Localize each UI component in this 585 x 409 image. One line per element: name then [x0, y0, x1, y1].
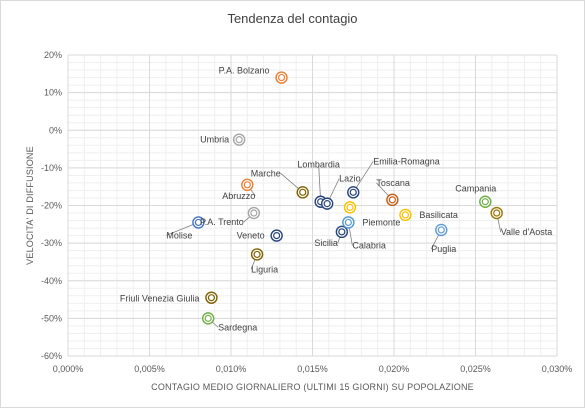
- point-label: Sardegna: [218, 322, 257, 332]
- y-tick-label: -20%: [41, 201, 62, 211]
- point-inner-ring: [277, 73, 286, 82]
- point-label: Campania: [455, 184, 496, 194]
- x-axis-title: CONTAGIO MEDIO GIORNALIERO (ULTIMI 15 GI…: [151, 382, 474, 392]
- point-label: Molise: [166, 230, 192, 240]
- point-inner-ring: [437, 226, 445, 234]
- data-point: [399, 208, 412, 222]
- point-label: Toscana: [376, 178, 410, 188]
- point-label: Calabria: [352, 240, 386, 250]
- data-point: [232, 133, 246, 146]
- point-label: Liguria: [251, 264, 278, 274]
- point-label: Piemonte: [362, 217, 400, 227]
- point-inner-ring: [388, 196, 396, 204]
- data-point: [241, 178, 254, 192]
- y-tick-label: 10%: [44, 88, 62, 98]
- data-point: [490, 206, 503, 220]
- point-inner-ring: [346, 203, 354, 211]
- y-tick-label: -40%: [41, 276, 62, 286]
- data-point: [342, 216, 355, 229]
- point-inner-ring: [204, 314, 212, 322]
- point-inner-ring: [207, 294, 216, 302]
- x-tick-label: 0,015%: [297, 364, 328, 374]
- point-label: Umbria: [200, 135, 229, 145]
- y-tick-label: -60%: [41, 351, 62, 361]
- data-point: [347, 186, 360, 199]
- data-point: [270, 229, 283, 242]
- y-tick-labels: 20% 10% 0% -10% -20% -30% -40% -50% -60%: [41, 50, 62, 361]
- major-gridlines: [67, 54, 558, 357]
- data-point: [296, 186, 309, 199]
- data-point: [386, 193, 399, 207]
- point-inner-ring: [273, 232, 281, 240]
- y-tick-label: 0%: [49, 125, 62, 135]
- point-label: Sicilia: [314, 238, 338, 248]
- point-inner-ring: [349, 188, 357, 196]
- x-tick-labels: 0,000% 0,005% 0,010% 0,015% 0,020% 0,025% 0,03…: [53, 364, 573, 374]
- data-point: [435, 223, 448, 237]
- point-label: Friuli Venezia Giulia: [120, 294, 200, 304]
- point-inner-ring: [493, 209, 501, 217]
- data-point: [250, 248, 264, 261]
- point-inner-ring: [338, 228, 346, 236]
- point-label: Marche: [251, 168, 281, 178]
- point-label: Basilicata: [419, 210, 458, 220]
- data-points: [192, 71, 503, 325]
- point-inner-ring: [194, 218, 202, 227]
- point-inner-ring: [401, 211, 410, 219]
- point-label: P.A. Trento: [200, 217, 244, 227]
- data-point: [320, 197, 334, 210]
- point-label: Emilia-Romagna: [373, 156, 440, 166]
- data-point: [247, 206, 261, 220]
- point-inner-ring: [235, 136, 243, 144]
- x-tick-label: 0,010%: [216, 364, 247, 374]
- point-inner-ring: [253, 250, 261, 259]
- point-label: Lombardia: [297, 160, 340, 170]
- data-point: [479, 195, 492, 208]
- data-point: [205, 291, 218, 304]
- y-tick-label: 20%: [44, 50, 62, 60]
- y-tick-label: -50%: [41, 313, 62, 323]
- x-tick-label: 0,020%: [379, 364, 410, 374]
- point-inner-ring: [243, 181, 251, 189]
- point-inner-ring: [250, 209, 258, 217]
- x-tick-label: 0,005%: [134, 364, 165, 374]
- y-axis-title: VELOCITA' DI DIFFUSIONE: [25, 146, 35, 265]
- data-point: [201, 312, 215, 325]
- point-inner-ring: [344, 218, 352, 227]
- point-inner-ring: [299, 188, 307, 196]
- data-point: [192, 216, 205, 229]
- point-inner-ring: [323, 200, 331, 208]
- point-label: P.A. Bolzano: [219, 66, 270, 76]
- data-point: [335, 225, 349, 239]
- data-labels: P.A. Bolzano Umbria Abruzzo Marche Lombardia…: [120, 66, 552, 333]
- y-tick-label: -10%: [41, 163, 62, 173]
- x-tick-label: 0,030%: [542, 364, 573, 374]
- x-tick-label: 0,025%: [460, 364, 491, 374]
- chart-title: Tendenza del contagio: [227, 11, 358, 26]
- point-inner-ring: [481, 198, 489, 206]
- point-label: Abruzzo: [222, 191, 255, 201]
- point-label: Valle d'Aosta: [501, 227, 553, 237]
- point-label: Puglia: [431, 244, 456, 254]
- point-label: Veneto: [237, 231, 265, 241]
- x-tick-label: 0,000%: [53, 364, 84, 374]
- y-tick-label: -30%: [41, 238, 62, 248]
- data-point: [343, 201, 357, 214]
- point-label: Lazio: [339, 174, 361, 184]
- data-point: [275, 71, 288, 84]
